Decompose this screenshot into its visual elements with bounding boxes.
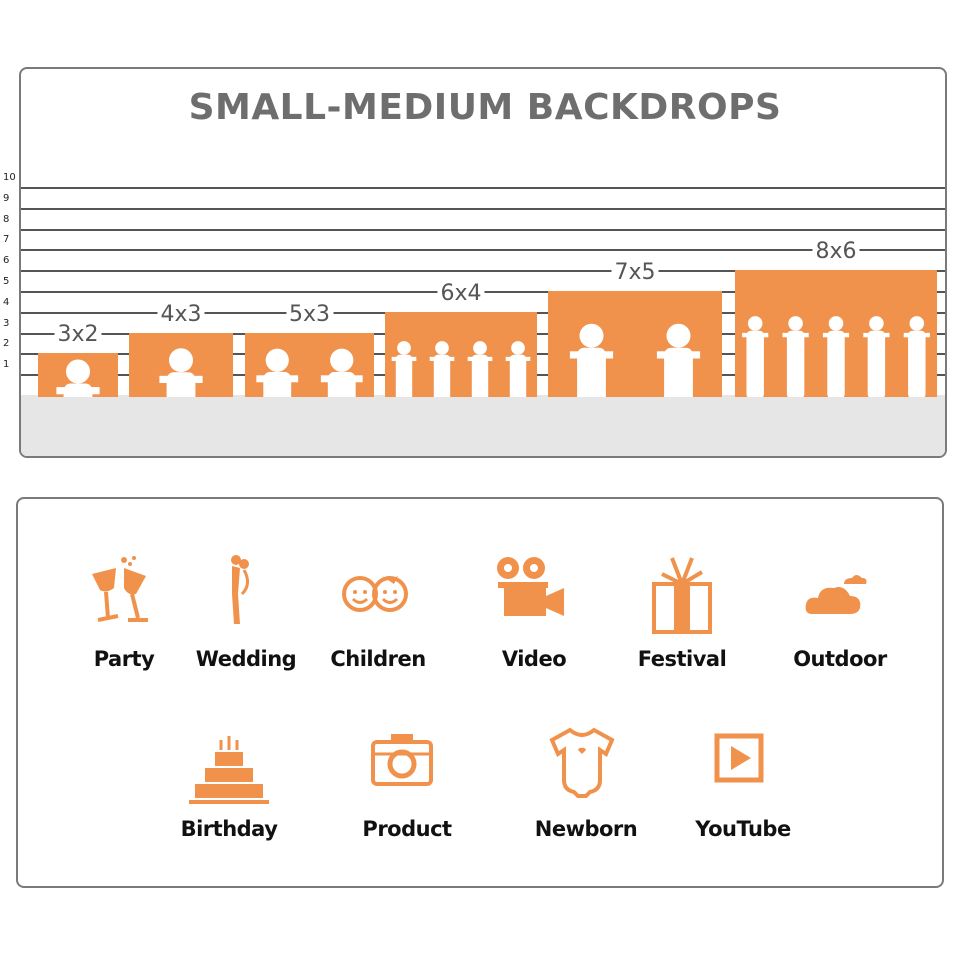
use-label: Wedding	[195, 647, 297, 671]
use-category-party: Party	[49, 549, 199, 671]
size-label: 7x5	[611, 261, 659, 285]
backdrop-size-bar	[38, 353, 118, 397]
film-camera-icon	[497, 557, 564, 616]
cloud-icon	[805, 575, 867, 614]
use-label: Outdoor	[793, 647, 887, 671]
use-category-children: Children	[303, 549, 453, 671]
size-label: 4x3	[157, 302, 205, 327]
use-label: Birthday	[180, 817, 278, 841]
use-category-birthday: Birthday	[154, 719, 304, 841]
onesie-icon	[549, 727, 615, 798]
scale-tick: 10	[3, 172, 16, 183]
gridline	[21, 207, 945, 210]
silhouette-icon	[569, 323, 701, 397]
kids-faces-icon	[342, 576, 408, 612]
use-label: YouTube	[695, 817, 791, 841]
silhouette-icon	[159, 347, 203, 397]
use-label: Children	[330, 647, 426, 671]
scale-tick: 5	[3, 276, 10, 287]
use-category-newborn: Newborn	[511, 719, 661, 841]
size-label: 6x4	[437, 281, 485, 306]
use-category-festival: Festival	[607, 549, 757, 671]
scale-tick: 3	[3, 317, 10, 329]
backdrop-size-bar	[385, 311, 537, 397]
gridline	[21, 187, 945, 189]
use-category-product: Product	[332, 719, 482, 841]
gridline	[21, 228, 945, 231]
scale-tick: 4	[3, 296, 10, 308]
size-label: 3x2	[54, 323, 102, 348]
use-label: Party	[93, 647, 155, 671]
use-category-youtube: YouTube	[668, 719, 818, 841]
camera-icon	[371, 734, 433, 786]
size-label: 8x6	[812, 240, 860, 265]
use-label: Newborn	[534, 817, 638, 841]
backdrop-size-bar	[129, 332, 233, 397]
play-icon	[714, 733, 764, 783]
backdrop-size-bar	[735, 270, 937, 397]
use-label: Video	[501, 647, 567, 671]
silhouette-icon	[391, 340, 531, 397]
scale-tick: 9	[3, 192, 10, 204]
backdrop-size-bar	[245, 332, 374, 397]
couple-icon	[231, 555, 249, 624]
scale-tick: 6	[3, 255, 10, 267]
silhouette-icon	[56, 359, 100, 397]
size-chart-panel: SMALL-MEDIUM BACKDROPS 3x2 4x3 5x3 6x4 7x5 8x…	[19, 67, 947, 458]
use-category-wedding: Wedding	[171, 549, 321, 671]
silhouette-icon	[742, 316, 930, 397]
use-label: Festival	[637, 647, 727, 671]
silhouette-icon	[256, 348, 363, 397]
backdrop-size-bar	[548, 291, 722, 397]
scale-tick: 8	[3, 213, 10, 225]
floor	[21, 395, 945, 456]
gridline	[21, 249, 945, 252]
scale-tick: 2	[3, 338, 10, 350]
scale-tick: 7	[3, 234, 10, 246]
use-label: Product	[362, 817, 452, 841]
uses-panel: Party Wedding Children Video Festival Outdoor…	[16, 497, 944, 888]
use-category-video: Video	[459, 549, 609, 671]
panel-title: SMALL-MEDIUM BACKDROPS	[188, 87, 782, 128]
cake-icon	[189, 736, 269, 804]
gridline	[21, 270, 945, 273]
scale-tick: 1	[3, 359, 10, 371]
size-label: 5x3	[285, 302, 334, 327]
gift-box-icon	[652, 557, 712, 634]
wine-glasses-icon	[92, 556, 148, 622]
use-category-outdoor: Outdoor	[765, 549, 915, 671]
